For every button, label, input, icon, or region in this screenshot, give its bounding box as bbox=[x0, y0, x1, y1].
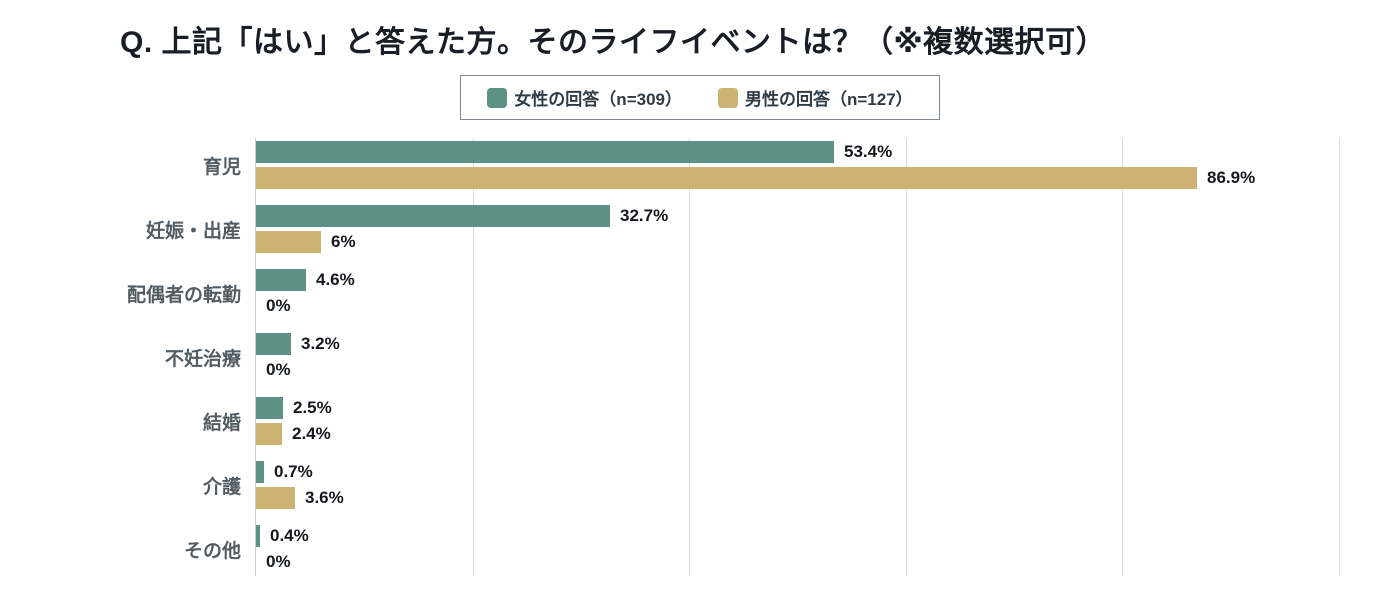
value-label-male: 0% bbox=[266, 360, 291, 379]
category-label: その他 bbox=[183, 540, 241, 562]
bar-line-male: 0% bbox=[256, 359, 1400, 381]
grid-line bbox=[906, 138, 907, 576]
bar-chart: 育児妊娠・出産配偶者の転勤不妊治療結婚介護その他 53.4% 86.9% 32.7%… bbox=[0, 138, 1400, 576]
bar-female bbox=[256, 525, 260, 547]
bar-line-female: 4.6% bbox=[256, 269, 1400, 291]
bar-group: 32.7% 6% bbox=[256, 205, 1400, 253]
bar-line-female: 32.7% bbox=[256, 205, 1400, 227]
bar-line-female: 3.2% bbox=[256, 333, 1400, 355]
bar-female bbox=[256, 461, 264, 483]
bar-line-male: 3.6% bbox=[256, 487, 1400, 509]
value-label-female: 0.7% bbox=[274, 462, 313, 481]
category-label: 妊娠・出産 bbox=[145, 220, 241, 242]
bar-line-female: 0.4% bbox=[256, 525, 1400, 547]
value-label-male: 3.6% bbox=[305, 488, 344, 507]
category-label: 結婚 bbox=[202, 412, 241, 434]
bar-line-male: 86.9% bbox=[256, 167, 1400, 189]
value-label-male: 2.4% bbox=[292, 424, 331, 443]
bar-group: 4.6% 0% bbox=[256, 269, 1400, 317]
category-label: 介護 bbox=[202, 476, 241, 498]
bar-group: 0.7% 3.6% bbox=[256, 461, 1400, 509]
value-label-female: 2.5% bbox=[293, 398, 332, 417]
female-swatch bbox=[487, 87, 508, 108]
bar-line-female: 53.4% bbox=[256, 141, 1400, 163]
male-swatch bbox=[718, 87, 738, 108]
value-label-male: 86.9% bbox=[1207, 168, 1256, 187]
legend-container: 女性の回答（n=309） 男性の回答（n=127） bbox=[0, 75, 1400, 120]
value-label-female: 4.6% bbox=[316, 270, 355, 289]
legend-item-male: 男性の回答（n=127） bbox=[718, 85, 913, 110]
bar-line-male: 0% bbox=[256, 551, 1400, 573]
bar-male bbox=[256, 231, 321, 253]
bar-rows: 53.4% 86.9% 32.7% 6% 4.6% 0% 3.2% 0% 2.5% 2.4% 0.7… bbox=[256, 141, 1400, 573]
bar-male bbox=[256, 423, 282, 445]
grid-line bbox=[689, 138, 690, 576]
value-label-male: 0% bbox=[266, 552, 291, 571]
category-labels: 育児妊娠・出産配偶者の転勤不妊治療結婚介護その他 bbox=[0, 138, 255, 576]
value-label-male: 0% bbox=[266, 296, 291, 315]
bar-female bbox=[256, 205, 610, 227]
legend: 女性の回答（n=309） 男性の回答（n=127） bbox=[460, 75, 940, 120]
bar-line-female: 0.7% bbox=[256, 461, 1400, 483]
bar-group: 2.5% 2.4% bbox=[256, 397, 1400, 445]
bar-line-female: 2.5% bbox=[256, 397, 1400, 419]
bar-female bbox=[256, 269, 306, 291]
legend-label-male: 男性の回答（n=127） bbox=[745, 90, 913, 109]
bar-female bbox=[256, 141, 834, 163]
grid-line bbox=[1339, 138, 1340, 576]
legend-item-female: 女性の回答（n=309） bbox=[487, 85, 682, 110]
bar-female bbox=[256, 397, 283, 419]
value-label-female: 32.7% bbox=[620, 206, 669, 225]
value-label-female: 3.2% bbox=[301, 334, 340, 353]
grid-line bbox=[1122, 138, 1123, 576]
bar-group: 53.4% 86.9% bbox=[256, 141, 1400, 189]
value-label-male: 6% bbox=[331, 232, 356, 251]
category-label: 配偶者の転勤 bbox=[126, 284, 241, 306]
category-label: 不妊治療 bbox=[164, 348, 241, 370]
legend-label-female: 女性の回答（n=309） bbox=[514, 90, 682, 109]
bar-male bbox=[256, 167, 1197, 189]
bar-male bbox=[256, 487, 295, 509]
bar-line-male: 0% bbox=[256, 295, 1400, 317]
chart-title: Q. 上記「はい」と答えた方。そのライフイベントは？（※複数選択可） bbox=[120, 26, 1107, 59]
bar-group: 3.2% 0% bbox=[256, 333, 1400, 381]
category-label: 育児 bbox=[202, 156, 241, 178]
grid-line bbox=[473, 138, 474, 576]
bar-line-male: 2.4% bbox=[256, 423, 1400, 445]
bar-line-male: 6% bbox=[256, 231, 1400, 253]
plot-area: 53.4% 86.9% 32.7% 6% 4.6% 0% 3.2% 0% 2.5% 2.4% 0.7… bbox=[255, 138, 1400, 576]
value-label-female: 0.4% bbox=[270, 526, 309, 545]
value-label-female: 53.4% bbox=[844, 142, 893, 161]
bar-female bbox=[256, 333, 291, 355]
bar-group: 0.4% 0% bbox=[256, 525, 1400, 573]
